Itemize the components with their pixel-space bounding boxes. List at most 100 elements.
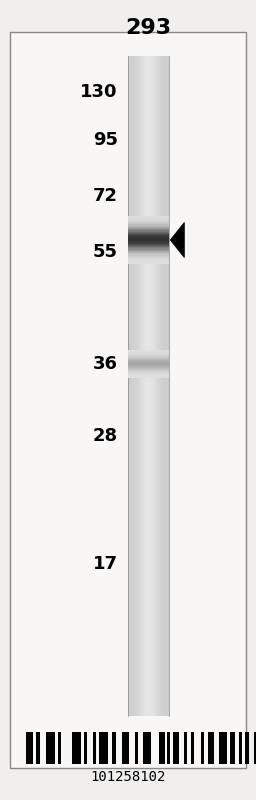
Bar [254,732,256,764]
Text: 17: 17 [93,555,118,573]
Bar [128,218,169,219]
Bar [128,226,169,227]
Bar [128,247,169,249]
Bar [137,56,138,716]
Bar [154,56,155,716]
Bar [128,235,169,237]
Bar [128,252,169,253]
Bar [162,732,165,764]
Bar [211,732,214,764]
Bar [145,56,146,716]
Bar [162,56,163,716]
Bar [128,225,169,226]
Bar [147,732,151,764]
Bar [152,56,153,716]
Bar [139,56,140,716]
Bar [140,56,141,716]
Bar [239,732,242,764]
Bar [158,56,159,716]
Bar [208,732,211,764]
Bar [151,56,152,716]
Text: 293: 293 [125,18,172,38]
Bar [164,56,165,716]
Text: 72: 72 [93,187,118,205]
Bar [191,732,194,764]
Bar [128,230,169,232]
Bar [128,262,169,263]
Text: 95: 95 [93,131,118,149]
Bar [128,220,169,221]
Bar [159,732,162,764]
Bar [201,732,204,764]
Bar [99,732,105,764]
Bar [130,56,131,716]
Bar [26,732,28,764]
Bar [157,56,158,716]
Bar [146,56,147,716]
Bar [128,244,169,245]
Bar [128,216,169,218]
Bar [128,222,169,223]
Bar [143,56,144,716]
Bar [128,263,169,264]
Bar [142,56,143,716]
Bar [128,232,169,233]
Bar [128,258,169,259]
Bar [128,242,169,244]
Bar [132,56,133,716]
Bar [150,56,151,716]
Bar [58,732,61,764]
Bar [131,56,132,716]
Bar [46,732,50,764]
Bar [128,227,169,228]
Bar [128,228,169,230]
Bar [93,732,96,764]
Bar [72,732,78,764]
Bar [219,732,222,764]
Bar [148,56,149,716]
Bar [128,221,169,222]
Bar [129,56,130,716]
Bar [149,56,150,716]
Bar [144,56,145,716]
Bar [167,732,170,764]
Bar [245,732,249,764]
Bar [128,223,169,225]
Bar [28,732,33,764]
Bar [128,256,169,257]
Bar [128,237,169,238]
Bar [122,732,125,764]
Bar [128,233,169,234]
Bar [50,732,55,764]
Bar [112,732,116,764]
Bar [128,249,169,250]
Text: 55: 55 [93,243,118,261]
Bar [128,259,169,261]
Bar [135,732,138,764]
Bar [161,56,162,716]
Bar [128,240,169,242]
Bar [153,56,154,716]
Bar [128,238,169,239]
Bar [138,56,139,716]
Bar [133,56,134,716]
Bar [128,257,169,258]
Bar [128,246,169,247]
Bar [230,732,235,764]
Bar [128,239,169,240]
Bar [163,56,164,716]
Bar [160,56,161,716]
Bar [155,56,156,716]
Bar [128,250,169,251]
Text: 130: 130 [80,83,118,101]
Bar [222,732,228,764]
Bar [105,732,108,764]
Bar [36,732,40,764]
Text: 28: 28 [93,427,118,445]
Bar [166,56,167,716]
Bar [168,56,169,716]
Bar [147,56,148,716]
Bar [159,56,160,716]
Bar [143,732,147,764]
Bar [128,234,169,235]
